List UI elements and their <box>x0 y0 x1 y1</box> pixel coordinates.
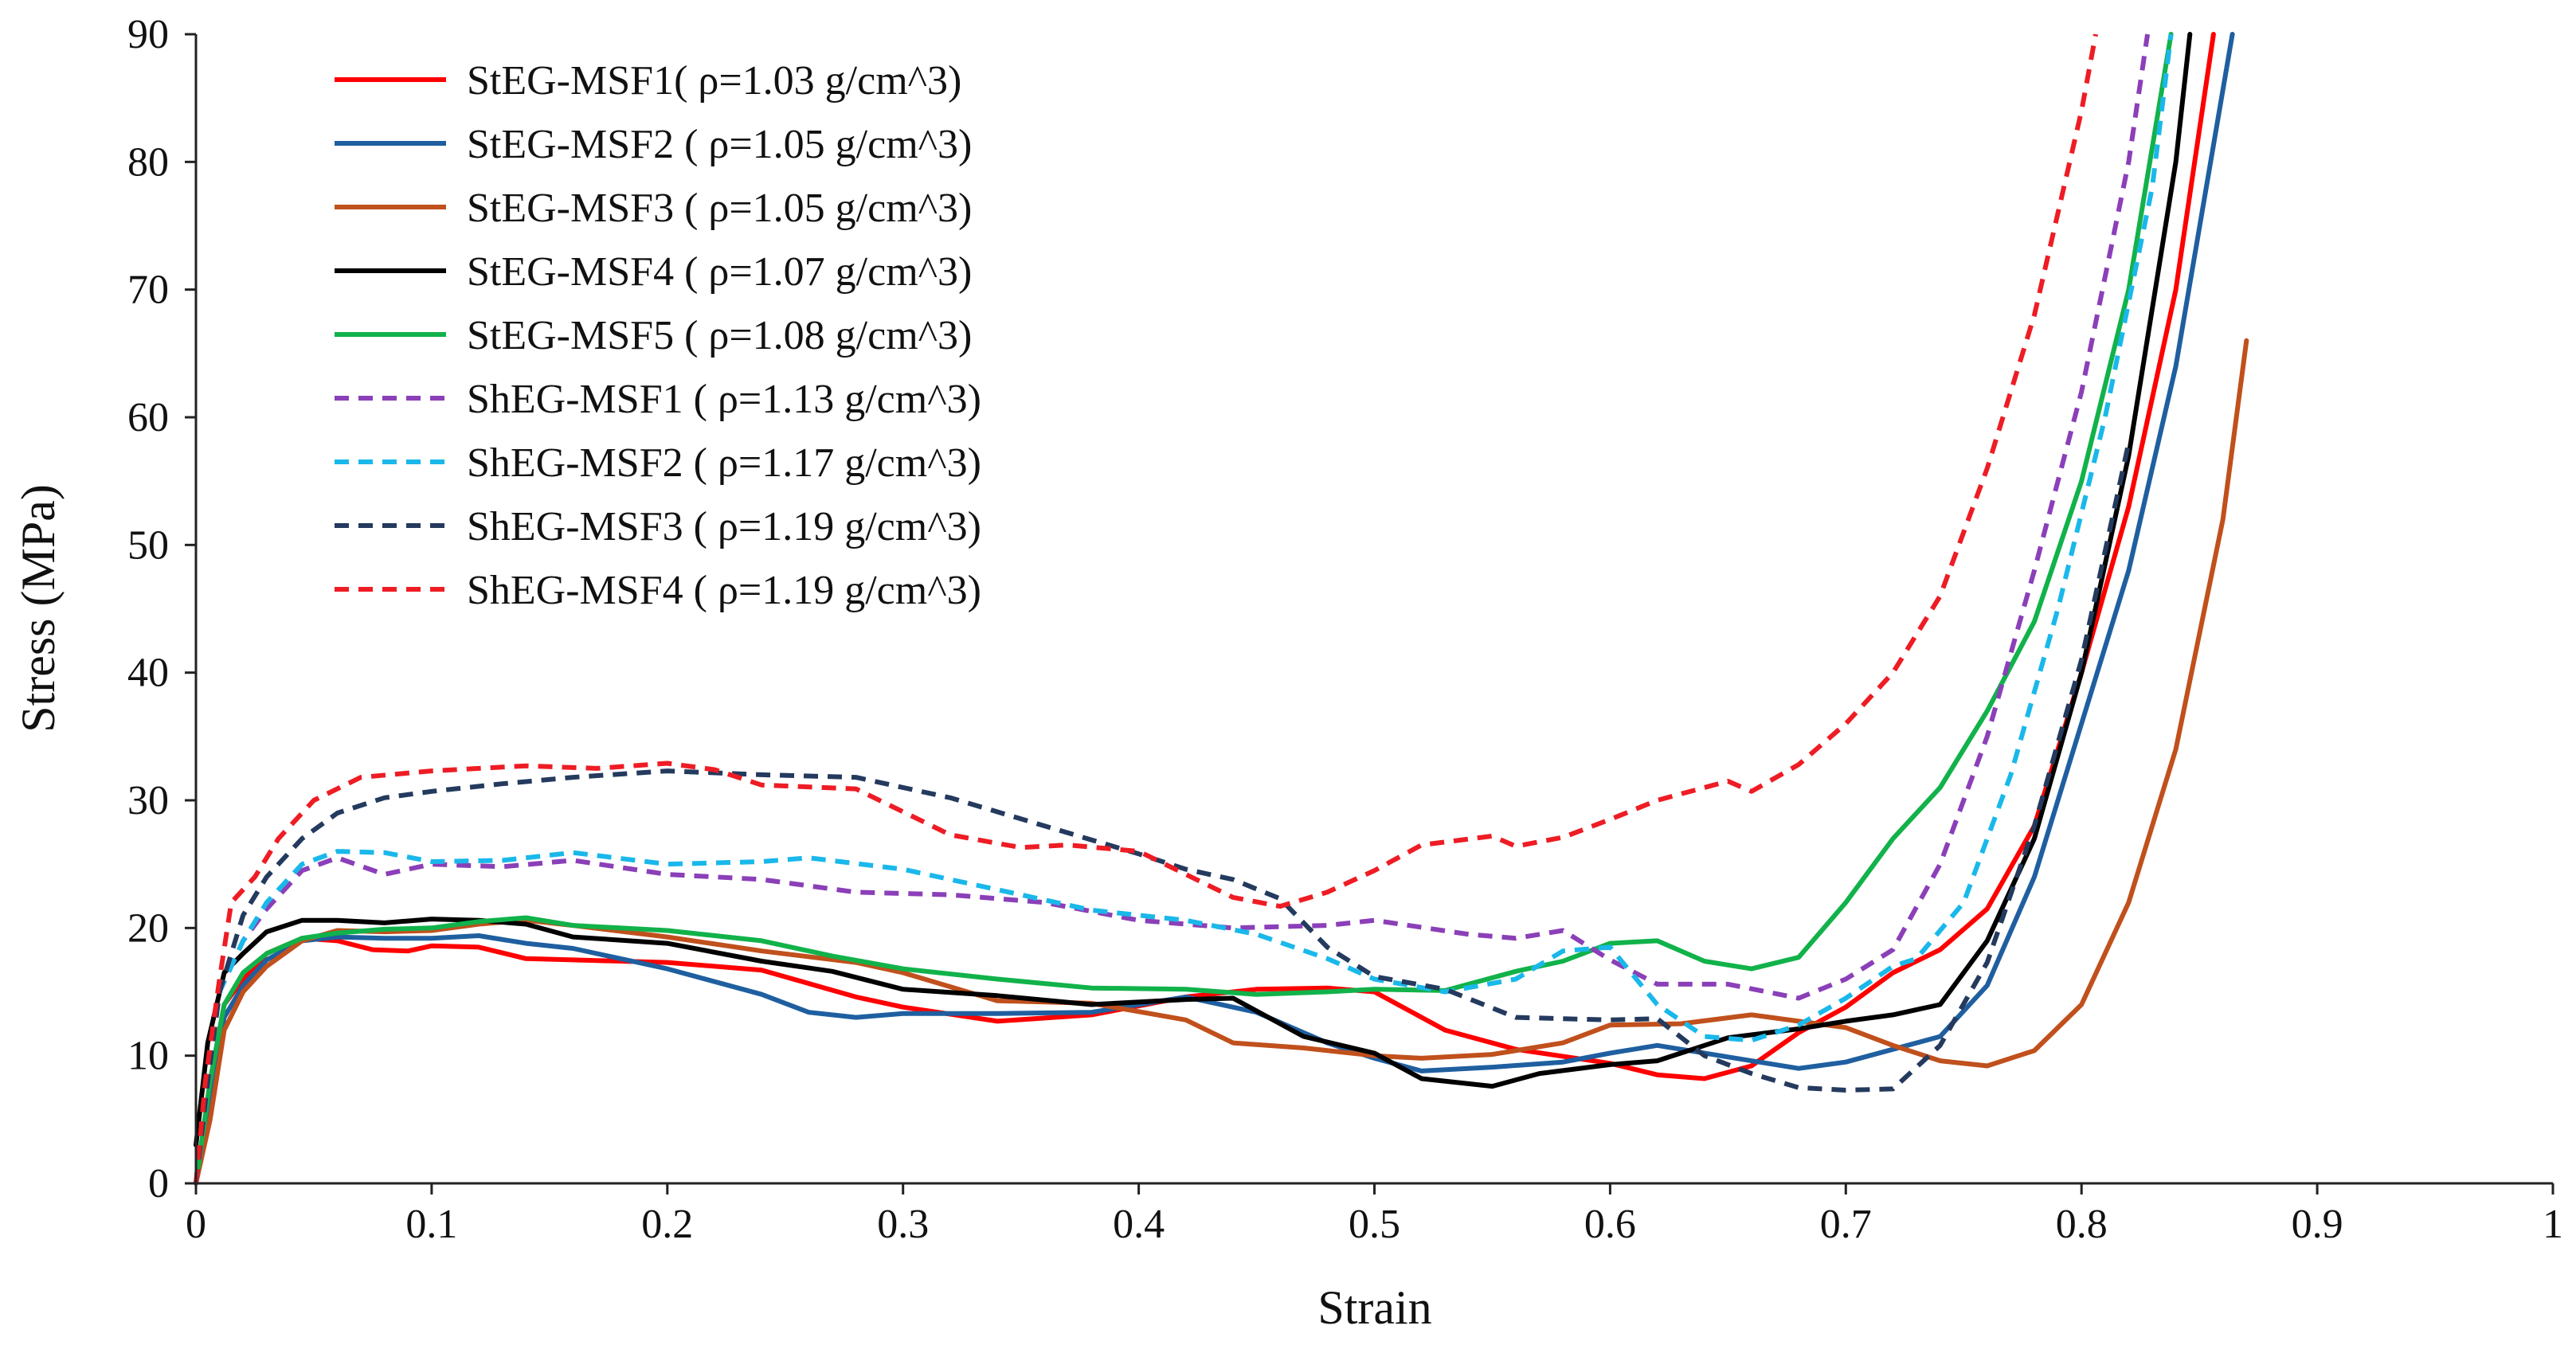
y-tick-label: 40 <box>127 651 169 696</box>
legend-label: StEG-MSF1( ρ=1.03 g/cm^3) <box>467 58 961 104</box>
x-tick-label: 0.8 <box>2056 1202 2108 1247</box>
legend-label: StEG-MSF2 ( ρ=1.05 g/cm^3) <box>467 122 972 167</box>
y-axis-title: Stress (MPa) <box>12 484 65 733</box>
legend-label: StEG-MSF5 ( ρ=1.08 g/cm^3) <box>467 313 972 358</box>
x-tick-label: 0.2 <box>641 1202 693 1247</box>
y-axis-ticks: 0 10 20 30 40 50 60 70 80 90 <box>127 12 196 1206</box>
x-tick-label: 0.3 <box>877 1202 929 1247</box>
legend-label: StEG-MSF4 ( ρ=1.07 g/cm^3) <box>467 249 972 295</box>
x-tick-label: 0.7 <box>1820 1202 1872 1247</box>
series-line <box>194 32 2193 1148</box>
legend-label: ShEG-MSF3 ( ρ=1.19 g/cm^3) <box>467 504 981 549</box>
x-tick-label: 0.9 <box>2292 1202 2343 1247</box>
y-tick-label: 0 <box>148 1161 169 1206</box>
legend-label: StEG-MSF3 ( ρ=1.05 g/cm^3) <box>467 186 972 231</box>
x-tick-label: 0.5 <box>1349 1202 1400 1247</box>
y-tick-label: 60 <box>127 395 169 440</box>
legend: StEG-MSF1( ρ=1.03 g/cm^3) StEG-MSF2 ( ρ=1… <box>335 58 981 613</box>
series-line <box>194 442 2132 1184</box>
x-tick-label: 1 <box>2543 1202 2563 1247</box>
legend-label: ShEG-MSF4 ( ρ=1.19 g/cm^3) <box>467 568 981 613</box>
x-tick-label: 0.1 <box>405 1202 457 1247</box>
y-tick-label: 70 <box>127 268 169 313</box>
plot-lines <box>194 32 2249 1186</box>
y-tick-label: 20 <box>127 905 169 951</box>
legend-label: ShEG-MSF1 ( ρ=1.13 g/cm^3) <box>467 377 981 422</box>
y-tick-label: 50 <box>127 522 169 568</box>
x-tick-label: 0 <box>186 1202 206 1247</box>
y-tick-label: 90 <box>127 12 169 57</box>
x-tick-label: 0.6 <box>1584 1202 1636 1247</box>
legend-label: ShEG-MSF2 ( ρ=1.17 g/cm^3) <box>467 440 981 486</box>
x-tick-label: 0.4 <box>1113 1202 1165 1247</box>
series-line <box>194 32 2235 1186</box>
series-line <box>194 32 2174 1186</box>
x-axis-title: Strain <box>1317 1281 1431 1334</box>
y-tick-label: 30 <box>127 778 169 823</box>
series-line <box>194 33 2151 1184</box>
y-tick-label: 10 <box>127 1034 169 1079</box>
y-tick-label: 80 <box>127 139 169 185</box>
x-axis-ticks: 0 0.1 0.2 0.3 0.4 0.5 0.6 0.7 0.8 0.9 1 <box>186 1183 2563 1247</box>
series-line <box>194 33 2098 1184</box>
series-line <box>194 33 2174 1184</box>
